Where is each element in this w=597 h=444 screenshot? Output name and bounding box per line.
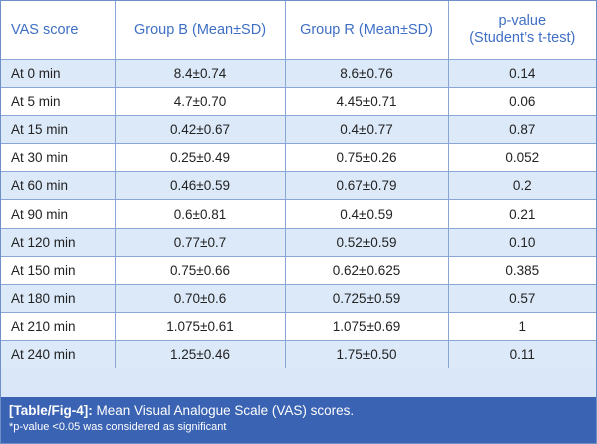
cell-time: At 180 min (1, 283, 116, 313)
cell-group-b: 0.77±0.7 (114, 227, 286, 257)
header-p-value-line1: p-value (498, 13, 547, 29)
cell-group-r: 1.75±0.50 (284, 339, 449, 369)
cell-group-r: 0.62±0.625 (284, 255, 449, 285)
cell-time: At 240 min (1, 339, 116, 369)
cell-group-r: 4.45±0.71 (284, 87, 449, 117)
cell-p-value: 0.385 (447, 255, 596, 285)
cell-group-r: 1.075±0.69 (284, 311, 449, 341)
table-header-row: VAS score Group B (Mean±SD) Group R (Mea… (1, 1, 596, 60)
cell-time: At 30 min (1, 143, 116, 173)
cell-p-value: 0.2 (447, 171, 596, 201)
cell-group-b: 0.25±0.49 (114, 143, 286, 173)
header-vas-score: VAS score (1, 1, 116, 60)
header-p-value: p-value (Student’s t-test) (447, 1, 596, 60)
cell-group-b: 0.6±0.81 (114, 199, 286, 229)
cell-time: At 15 min (1, 115, 116, 145)
cell-time: At 120 min (1, 227, 116, 257)
cell-group-b: 0.42±0.67 (114, 115, 286, 145)
cell-p-value: 0.21 (447, 199, 596, 229)
table-row: At 240 min 1.25±0.46 1.75±0.50 0.11 (1, 339, 596, 369)
caption-title: [Table/Fig-4]: Mean Visual Analogue Scal… (9, 402, 586, 420)
cell-group-r: 0.75±0.26 (284, 143, 449, 173)
cell-group-b: 0.70±0.6 (114, 283, 286, 313)
vas-scores-table: VAS score Group B (Mean±SD) Group R (Mea… (1, 1, 596, 369)
caption-footnote: *p-value <0.05 was considered as signifi… (9, 421, 227, 433)
cell-group-r: 0.67±0.79 (284, 171, 449, 201)
cell-group-b: 1.25±0.46 (114, 339, 286, 369)
cell-group-r: 8.6±0.76 (284, 58, 449, 89)
header-group-b: Group B (Mean±SD) (114, 1, 286, 60)
caption-text: Mean Visual Analogue Scale (VAS) scores. (92, 403, 355, 418)
table-row: At 5 min 4.7±0.70 4.45±0.71 0.06 (1, 87, 596, 117)
cell-p-value: 0.052 (447, 143, 596, 173)
cell-p-value: 0.11 (447, 339, 596, 369)
table-row: At 210 min 1.075±0.61 1.075±0.69 1 (1, 311, 596, 341)
cell-p-value: 0.87 (447, 115, 596, 145)
cell-group-b: 8.4±0.74 (114, 58, 286, 89)
table-row: At 0 min 8.4±0.74 8.6±0.76 0.14 (1, 58, 596, 89)
table-row: At 60 min 0.46±0.59 0.67±0.79 0.2 (1, 171, 596, 201)
cell-time: At 60 min (1, 171, 116, 201)
cell-group-r: 0.4±0.77 (284, 115, 449, 145)
table-row: At 120 min 0.77±0.7 0.52±0.59 0.10 (1, 227, 596, 257)
cell-p-value: 0.10 (447, 227, 596, 257)
header-group-r: Group R (Mean±SD) (284, 1, 449, 60)
cell-group-r: 0.52±0.59 (284, 227, 449, 257)
cell-p-value: 1 (447, 311, 596, 341)
cell-group-b: 0.75±0.66 (114, 255, 286, 285)
figure-caption: [Table/Fig-4]: Mean Visual Analogue Scal… (1, 397, 596, 443)
cell-group-r: 0.4±0.59 (284, 199, 449, 229)
table-row: At 150 min 0.75±0.66 0.62±0.625 0.385 (1, 255, 596, 285)
table-row: At 30 min 0.25±0.49 0.75±0.26 0.052 (1, 143, 596, 173)
cell-time: At 90 min (1, 199, 116, 229)
header-p-value-line2: (Student’s t-test) (469, 30, 576, 46)
cell-time: At 5 min (1, 87, 116, 117)
cell-time: At 150 min (1, 255, 116, 285)
cell-group-b: 0.46±0.59 (114, 171, 286, 201)
cell-time: At 0 min (1, 58, 116, 89)
table-row: At 15 min 0.42±0.67 0.4±0.77 0.87 (1, 115, 596, 145)
table-row: At 90 min 0.6±0.81 0.4±0.59 0.21 (1, 199, 596, 229)
table-row: At 180 min 0.70±0.6 0.725±0.59 0.57 (1, 283, 596, 313)
cell-group-b: 1.075±0.61 (114, 311, 286, 341)
cell-p-value: 0.57 (447, 283, 596, 313)
cell-p-value: 0.06 (447, 87, 596, 117)
caption-tag: [Table/Fig-4]: (9, 403, 93, 418)
cell-group-r: 0.725±0.59 (284, 283, 449, 313)
cell-group-b: 4.7±0.70 (114, 87, 286, 117)
table-body: At 0 min 8.4±0.74 8.6±0.76 0.14 At 5 min 4.7±… (1, 58, 596, 369)
cell-p-value: 0.14 (447, 58, 596, 89)
cell-time: At 210 min (1, 311, 116, 341)
